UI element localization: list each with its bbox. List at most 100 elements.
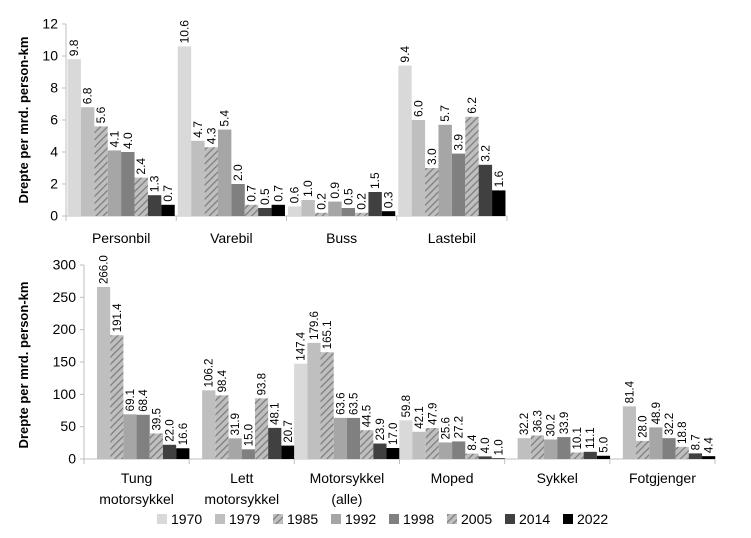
value-label: 15.0 (243, 424, 255, 446)
y-tick-label: 0 (68, 451, 76, 467)
category-label: Varebil (210, 230, 253, 246)
bar-1985-1 (215, 395, 229, 459)
category-label: Sykkel (537, 470, 578, 486)
category-label: motorsykkel (99, 491, 174, 507)
value-label: 25.6 (440, 417, 452, 439)
legend-swatch-1985 (273, 514, 283, 524)
category-label: Lastebil (428, 230, 476, 246)
value-label: 4.1 (107, 130, 121, 147)
category-label: Motorsykkel (310, 470, 385, 486)
bar-2022-1 (281, 445, 295, 459)
value-label: 106.2 (204, 359, 216, 388)
bar-2022-4 (596, 455, 611, 459)
legend-swatch-2014 (505, 514, 515, 524)
value-label: 33.9 (559, 412, 571, 434)
value-label: 5.6 (94, 106, 108, 123)
bar-1992-5 (649, 427, 663, 459)
bar-1970-2 (294, 363, 308, 459)
bar-1985-3 (425, 428, 439, 459)
value-label: 0.6 (288, 186, 302, 203)
bar-1992-3 (438, 442, 453, 459)
value-label: 147.4 (296, 331, 308, 360)
value-label: 2.0 (231, 164, 245, 181)
bar-2014-5 (688, 453, 703, 459)
value-label: 0.2 (355, 193, 369, 210)
value-label: 4.7 (191, 121, 205, 138)
value-label: 47.9 (427, 403, 439, 425)
value-label: 23.9 (375, 418, 387, 440)
value-label: 31.9 (230, 413, 242, 435)
bar-1998-0 (121, 152, 135, 216)
bar-1970-3 (399, 420, 413, 459)
bar-1998-0 (136, 414, 150, 459)
bar-1992-0 (107, 150, 122, 216)
value-label: 8.7 (690, 434, 702, 450)
y-tick-label: 0 (50, 208, 58, 224)
value-label: 32.2 (664, 413, 676, 435)
bar-1979-1 (202, 390, 216, 459)
bar-1985-2 (314, 212, 329, 216)
bar-1992-1 (228, 438, 242, 459)
bar-2014-3 (478, 456, 492, 459)
value-label: 0.5 (258, 188, 272, 205)
category-label: Lett (230, 470, 253, 486)
value-label: 98.4 (217, 369, 229, 392)
value-label: 3.2 (478, 145, 492, 162)
value-label: 0.9 (328, 182, 342, 199)
legend-label-2014: 2014 (519, 511, 550, 527)
category-label: Moped (431, 470, 474, 486)
bar-2005-4 (570, 452, 584, 459)
value-label: 5.0 (598, 437, 610, 453)
legend-label-2022: 2022 (577, 511, 608, 527)
value-label: 27.2 (454, 416, 466, 438)
bar-1970-3 (398, 65, 412, 216)
bar-1998-3 (451, 153, 466, 216)
value-label: 63.6 (335, 392, 347, 414)
value-label: 36.3 (532, 410, 544, 432)
category-label: motorsykkel (204, 491, 279, 507)
value-label: 6.0 (411, 100, 425, 117)
y-tick-label: 6 (50, 112, 58, 128)
value-label: 68.4 (138, 389, 150, 412)
bar-2005-1 (244, 204, 259, 216)
category-label: Tung (121, 470, 152, 486)
bar-1998-1 (231, 184, 245, 216)
value-label: 32.2 (519, 413, 531, 435)
value-label: 8.4 (467, 434, 479, 451)
legend-swatch-1992 (331, 514, 341, 524)
bar-2022-5 (702, 456, 716, 459)
bar-2022-3 (492, 190, 506, 216)
y-tick-label: 4 (50, 144, 58, 160)
value-label: 2.4 (134, 158, 148, 175)
bar-1985-0 (94, 126, 108, 216)
value-label: 63.5 (349, 393, 361, 415)
value-label: 0.7 (271, 185, 285, 202)
bar-1992-0 (123, 414, 137, 459)
legend-swatch-1979 (215, 514, 225, 524)
y-tick-label: 150 (53, 354, 77, 370)
value-label: 3.9 (452, 134, 466, 151)
bar-2014-4 (583, 451, 597, 459)
chart-panel-top: 0 2 4 6 8 10 12 Drepte per mrd. person-km Person… (16, 16, 508, 246)
bar-1992-1 (217, 129, 232, 216)
bar-1985-1 (204, 147, 218, 216)
value-label: 1.0 (301, 180, 315, 197)
legend-label-1979: 1979 (229, 511, 260, 527)
value-label: 1.3 (148, 175, 162, 192)
value-label: 5.7 (438, 105, 452, 122)
bar-1979-4 (517, 438, 531, 459)
value-label: 0.7 (244, 185, 258, 202)
value-label: 1.0 (493, 439, 505, 455)
y-tick-label: 12 (42, 16, 58, 32)
bar-2022-0 (161, 204, 175, 216)
bar-1985-0 (110, 335, 124, 459)
value-label: 4.0 (480, 437, 492, 453)
bar-1979-0 (80, 107, 95, 216)
value-label: 10.1 (572, 427, 584, 449)
y-tick-label: 2 (50, 176, 58, 192)
bar-1985-2 (320, 352, 334, 459)
value-label: 0.7 (161, 185, 175, 202)
value-label: 44.5 (362, 405, 374, 427)
bar-1979-3 (411, 120, 426, 216)
